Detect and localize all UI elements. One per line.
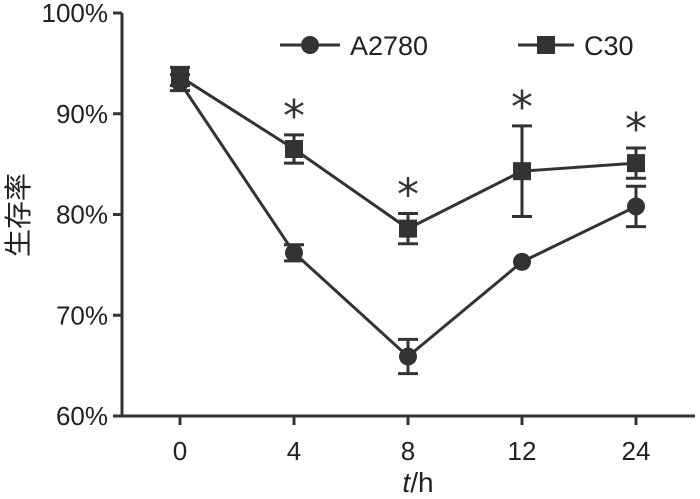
data-point-A2780	[285, 243, 303, 262]
data-point-C30	[171, 67, 189, 86]
data-point-A2780	[513, 252, 531, 271]
y-tick-label: 80%	[56, 200, 108, 230]
y-tick-label: 100%	[42, 0, 109, 28]
x-axis-title: t/h	[402, 467, 433, 498]
x-tick-label: 12	[508, 436, 537, 466]
series-C30	[170, 65, 646, 246]
y-tick-label: 90%	[56, 99, 108, 129]
x-ticks: 0 4 8 12 24	[173, 416, 651, 466]
legend-label: C30	[584, 31, 634, 61]
significance-asterisk: *	[511, 82, 533, 133]
legend-item-C30: C30	[518, 31, 634, 61]
series-layer	[170, 65, 646, 376]
legend-label: A2780	[350, 31, 428, 61]
data-point-C30	[399, 219, 417, 238]
data-point-C30	[627, 154, 645, 173]
significance-asterisk: *	[283, 91, 305, 142]
data-point-A2780	[399, 347, 417, 366]
legend-marker-square	[537, 36, 555, 54]
y-ticks: 60% 70% 80% 90% 100%	[42, 0, 122, 431]
data-point-A2780	[627, 197, 645, 216]
x-tick-label: 24	[622, 436, 651, 466]
x-tick-label: 8	[401, 436, 415, 466]
significance-asterisk: *	[397, 169, 419, 220]
y-tick-label: 70%	[56, 300, 108, 330]
x-tick-label: 4	[287, 436, 301, 466]
data-point-C30	[285, 140, 303, 159]
y-tick-label: 60%	[56, 401, 108, 431]
data-point-C30	[513, 162, 531, 181]
significance-asterisk: *	[625, 104, 647, 155]
legend-item-A2780: A2780	[280, 31, 428, 61]
significance-markers: * * * *	[283, 82, 647, 221]
y-axis-title: 生存率	[3, 173, 34, 257]
legend-marker-circle	[301, 36, 319, 54]
x-tick-label: 0	[173, 436, 187, 466]
legend: A2780 C30	[280, 31, 634, 61]
